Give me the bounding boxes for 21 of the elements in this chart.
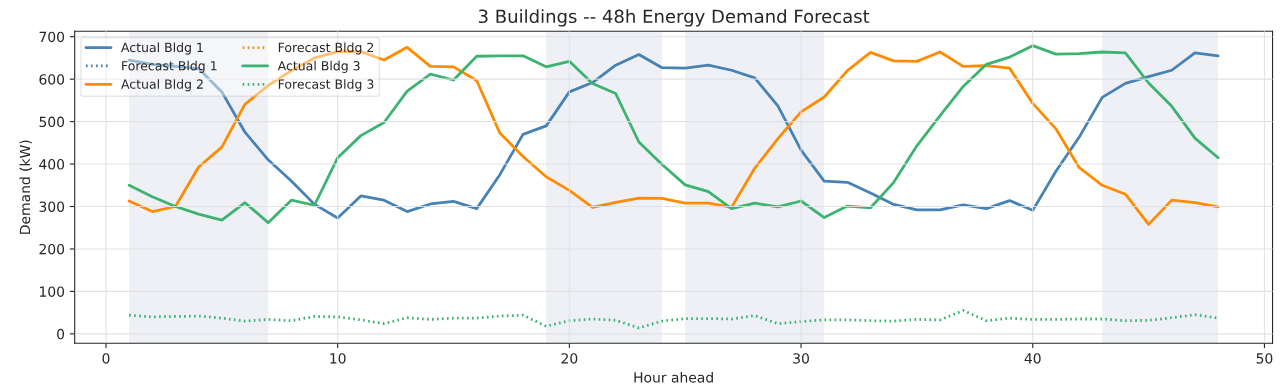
y-tick-label: 200 (39, 243, 65, 255)
y-axis-title: Demand (kW) (19, 140, 32, 234)
x-tick-label: 0 (102, 353, 110, 364)
legend-label: Actual Bldg 1 (121, 42, 203, 55)
legend-label: Forecast Bldg 1 (122, 60, 217, 73)
y-tick-label: 500 (39, 116, 65, 128)
x-tick-label: 20 (561, 353, 578, 364)
y-tick-label: 0 (57, 328, 65, 340)
x-tick-label: 40 (1024, 353, 1041, 364)
x-tick-label: 50 (1256, 353, 1273, 364)
legend-label: Forecast Bldg 3 (278, 79, 374, 92)
chart-title: 3 Buildings -- 48h Energy Demand Forecast (478, 9, 870, 27)
legend-label: Actual Bldg 2 (121, 79, 203, 92)
y-tick-label: 100 (40, 286, 65, 297)
y-tick-label: 600 (39, 74, 65, 85)
x-axis-title: Hour ahead (634, 371, 713, 383)
y-tick-label: 300 (39, 201, 65, 212)
x-tick-label: 30 (793, 353, 809, 364)
y-tick-label: 400 (39, 159, 65, 170)
x-tick-label: 10 (330, 353, 346, 364)
y-tick-label: 700 (39, 31, 65, 43)
